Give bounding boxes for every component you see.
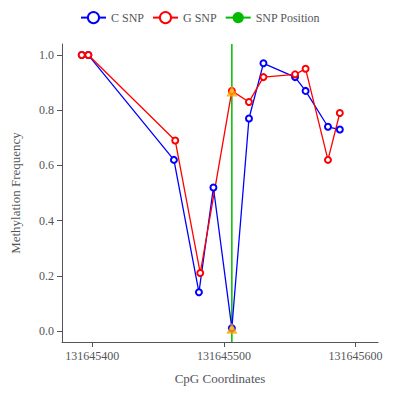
svg-text:C SNP: C SNP (111, 11, 144, 25)
svg-text:131645500: 131645500 (197, 349, 251, 363)
svg-text:0.6: 0.6 (39, 158, 54, 172)
svg-text:131645600: 131645600 (329, 349, 383, 363)
svg-text:G SNP: G SNP (183, 11, 217, 25)
svg-text:131645400: 131645400 (65, 349, 119, 363)
svg-text:Methylation Frequency: Methylation Frequency (8, 132, 23, 254)
svg-text:CpG Coordinates: CpG Coordinates (175, 371, 266, 386)
svg-text:0.0: 0.0 (39, 324, 54, 338)
svg-text:1.0: 1.0 (39, 48, 54, 62)
svg-text:0.2: 0.2 (39, 269, 54, 283)
svg-text:0.8: 0.8 (39, 103, 54, 117)
svg-text:0.4: 0.4 (39, 214, 54, 228)
svg-text:SNP Position: SNP Position (256, 11, 320, 25)
